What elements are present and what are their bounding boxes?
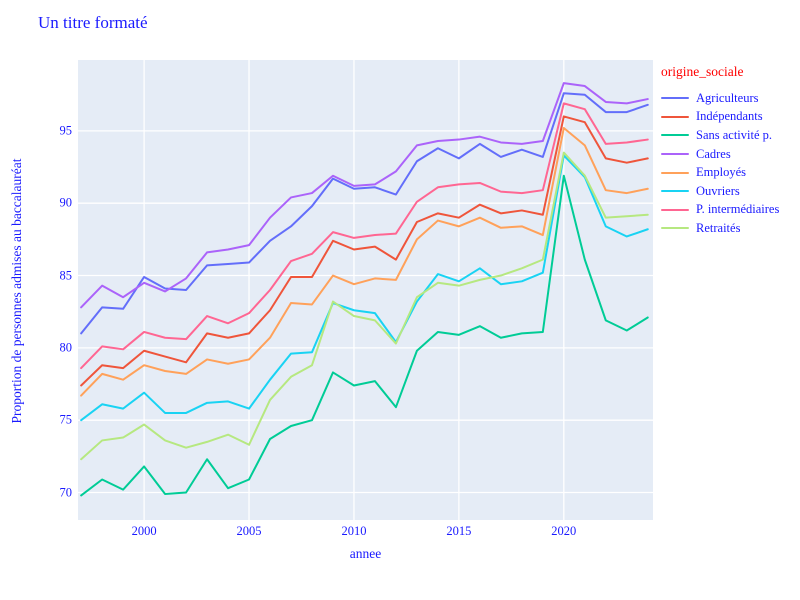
- legend-item-Employés[interactable]: Employés: [661, 163, 799, 182]
- legend-line-swatch: [661, 115, 689, 118]
- legend-item-label: Retraités: [696, 220, 741, 235]
- series-line-Ouvriers[interactable]: [80, 154, 649, 422]
- series-line-P. intermédiaires[interactable]: [80, 102, 649, 370]
- x-axis-title: annee: [349, 546, 382, 561]
- legend-item-Retraités[interactable]: Retraités: [661, 219, 799, 238]
- legend: origine_sociale Agriculteurs Indépendants…: [661, 64, 799, 238]
- series-line-Indépendants[interactable]: [80, 115, 649, 387]
- series-line-Sans activité p.[interactable]: [80, 174, 649, 497]
- legend-item-label: Indépendants: [696, 109, 763, 124]
- y-tick-label: 95: [59, 123, 73, 138]
- legend-items: Agriculteurs Indépendants Sans activité p.…: [661, 89, 799, 238]
- x-tick-label: 2005: [236, 524, 262, 538]
- legend-item-label: Agriculteurs: [696, 90, 759, 105]
- plot-area[interactable]: [78, 60, 653, 520]
- legend-line-swatch: [661, 97, 689, 100]
- legend-item-label: Ouvriers: [696, 183, 740, 198]
- series-line-Agriculteurs[interactable]: [80, 92, 649, 335]
- legend-line-swatch: [661, 208, 689, 211]
- legend-item-label: P. intermédiaires: [696, 202, 780, 217]
- legend-line-swatch: [661, 171, 689, 174]
- chart-title: Un titre formaté: [38, 13, 148, 32]
- legend-item-P. intermédiaires[interactable]: P. intermédiaires: [661, 201, 799, 220]
- x-tick-label: 2010: [341, 524, 367, 538]
- legend-item-Agriculteurs[interactable]: Agriculteurs: [661, 89, 799, 108]
- legend-line-swatch: [661, 227, 689, 230]
- y-tick-label: 70: [59, 485, 73, 500]
- series-line-Employés[interactable]: [80, 126, 649, 397]
- y-tick-label: 90: [59, 195, 73, 210]
- y-tick-label: 80: [59, 340, 73, 355]
- series-line-Cadres[interactable]: [80, 82, 649, 309]
- y-tick-label: 85: [59, 268, 73, 283]
- legend-line-swatch: [661, 134, 689, 137]
- legend-title: origine_sociale: [661, 64, 744, 79]
- legend-line-swatch: [661, 153, 689, 156]
- series-line-Retraités[interactable]: [80, 151, 649, 461]
- x-tick-label: 2020: [551, 524, 577, 538]
- legend-item-label: Cadres: [696, 146, 731, 161]
- legend-item-label: Sans activité p.: [696, 127, 773, 142]
- y-axis-title: Proportion de personnes admises au bacca…: [9, 158, 24, 424]
- y-tick-label: 75: [59, 412, 73, 427]
- legend-line-swatch: [661, 190, 689, 193]
- x-tick-label: 2015: [446, 524, 472, 538]
- legend-item-Cadres[interactable]: Cadres: [661, 145, 799, 164]
- legend-item-Sans activité p.[interactable]: Sans activité p.: [661, 126, 799, 145]
- legend-item-Ouvriers[interactable]: Ouvriers: [661, 182, 799, 201]
- x-tick-label: 2000: [131, 524, 157, 538]
- legend-item-label: Employés: [696, 165, 746, 180]
- legend-item-Indépendants[interactable]: Indépendants: [661, 108, 799, 127]
